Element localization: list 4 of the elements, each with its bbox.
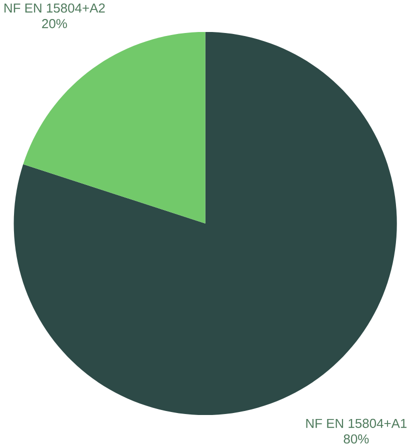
slice-label: NF EN 15804+A2 [4, 3, 105, 13]
data-label: 20% [42, 19, 68, 28]
slice-label: NF EN 15804+A1 [306, 418, 407, 428]
data-label: 80% [344, 434, 369, 444]
